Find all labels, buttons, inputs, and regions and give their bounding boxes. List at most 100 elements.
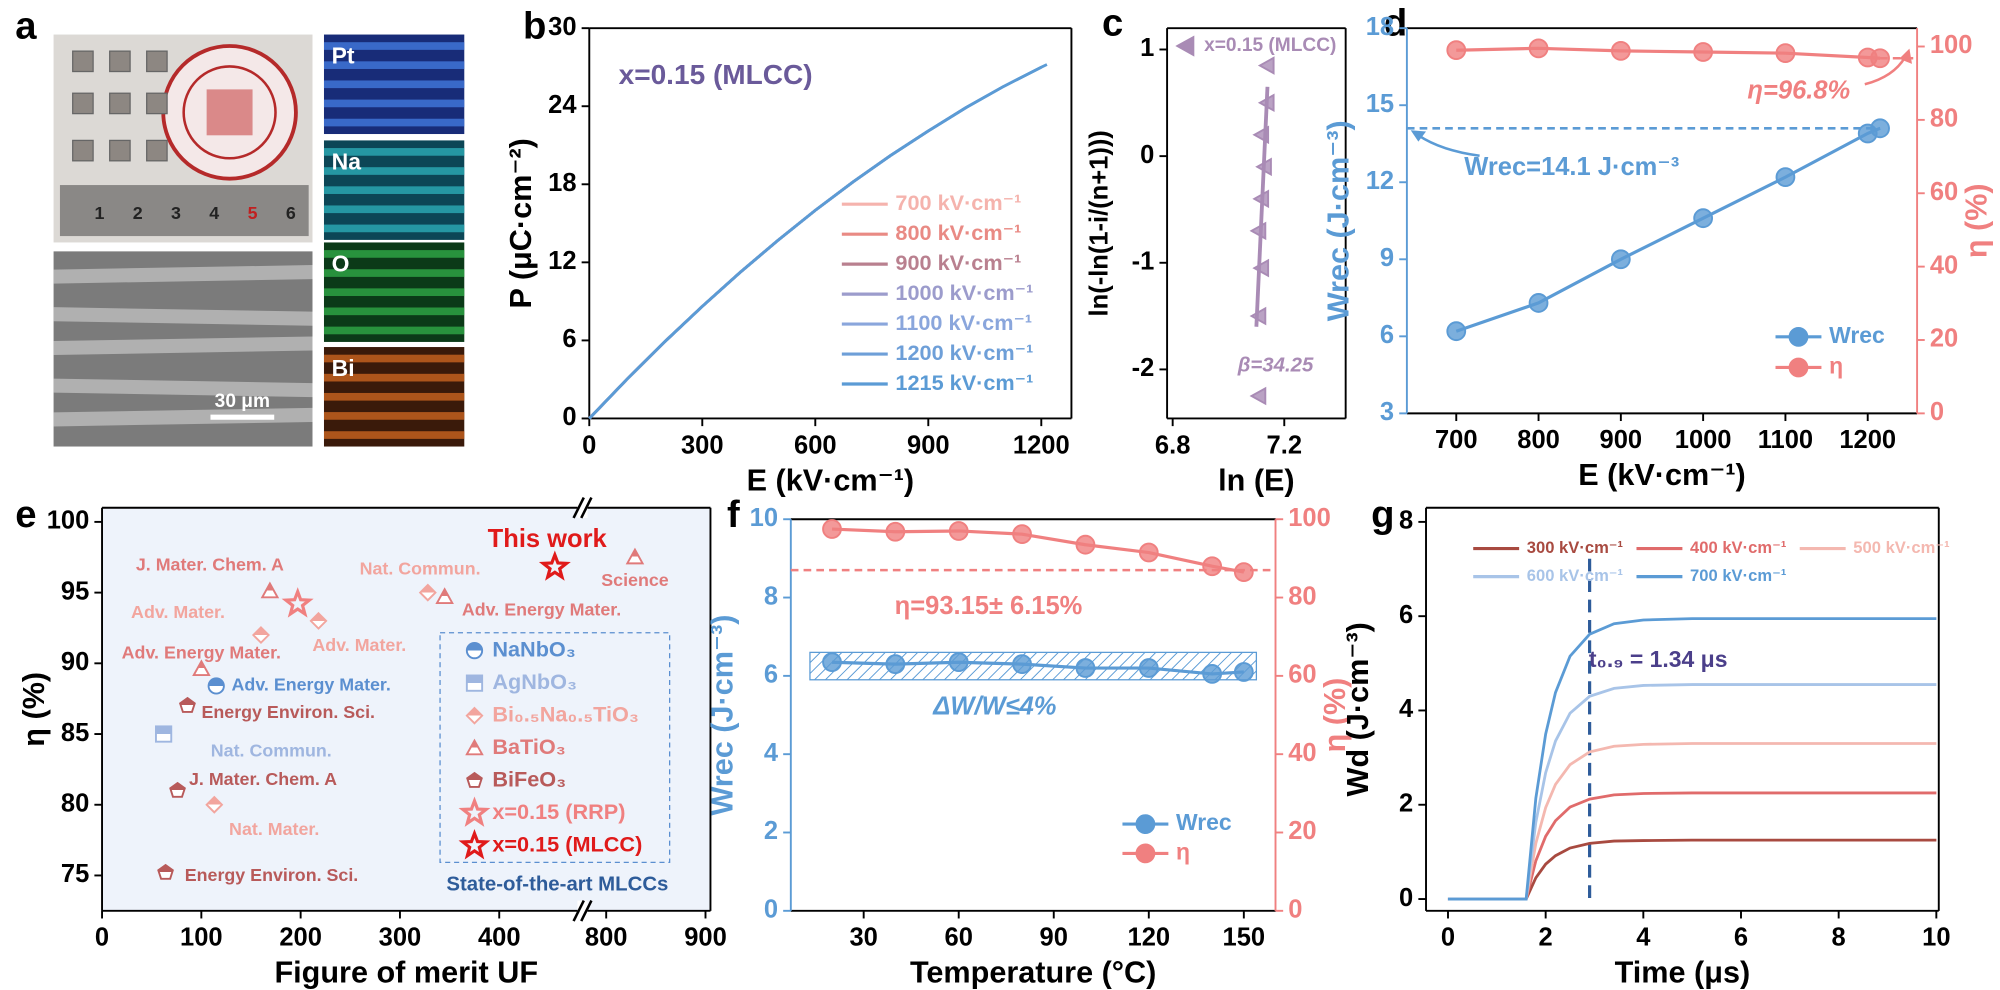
marker — [1788, 326, 1809, 347]
eds-stripe — [323, 354, 465, 363]
marker — [1202, 556, 1223, 577]
series-line — [831, 527, 1245, 574]
marker — [822, 652, 842, 673]
x-tick-label: 60 — [945, 924, 973, 952]
x-tick-label: 150 — [1223, 924, 1266, 952]
y-tick-label: 6 — [1380, 321, 1394, 349]
legend-label: 600 kV·cm⁻¹ — [1527, 566, 1623, 585]
point-label: Adv. Energy Mater. — [462, 600, 621, 620]
eds-stripe — [323, 269, 465, 277]
ruler-mark: 5 — [248, 203, 258, 223]
y-tick-label: -2 — [1132, 354, 1155, 382]
eds-label: Bi — [332, 355, 355, 381]
y-tick-label: 4 — [1399, 695, 1414, 723]
annotation: t₀.₉ = 1.34 μs — [1589, 646, 1728, 672]
marker — [169, 781, 186, 798]
y-tick-label: 15 — [1366, 90, 1394, 118]
series-line — [588, 63, 1048, 420]
point-label: Science — [601, 570, 669, 590]
legend-label: 700 kV·cm⁻¹ — [895, 190, 1021, 215]
point-label: Nat. Mater. — [229, 819, 319, 839]
legend-label: η — [1176, 838, 1190, 864]
legend-label: 300 kV·cm⁻¹ — [1527, 538, 1623, 557]
y-tick-label: 85 — [61, 719, 89, 747]
x-tick-label: 800 — [1517, 426, 1560, 454]
series-line — [1447, 791, 1937, 901]
marker — [192, 659, 211, 677]
marker — [885, 654, 906, 675]
x-axis-label: E (kV·cm⁻¹) — [747, 463, 915, 497]
marker — [1255, 157, 1272, 177]
marker — [1138, 542, 1159, 563]
point-label: Adv. Mater. — [312, 635, 406, 655]
eds-stripe — [323, 99, 465, 108]
y-tick-label: 18 — [1366, 13, 1394, 41]
x-tick-label: 7.2 — [1267, 431, 1302, 459]
y-tick-label: 2 — [764, 817, 778, 845]
y-tick-label: 1 — [1140, 34, 1154, 62]
annotation: η=96.8% — [1747, 77, 1850, 105]
y2-tick-label: 60 — [1288, 661, 1316, 689]
chip — [109, 139, 131, 162]
x-tick-label: 300 — [379, 924, 422, 952]
marker — [885, 521, 906, 542]
y2-tick-label: 80 — [1288, 582, 1316, 610]
marker — [1446, 321, 1467, 342]
marker — [466, 771, 483, 788]
marker — [1252, 189, 1270, 209]
series-line — [588, 154, 892, 420]
y-axis-label: Wrec (J·cm⁻³) — [706, 615, 740, 816]
x-tick-label: 200 — [279, 924, 322, 952]
panel-letter: c — [1102, 2, 1123, 45]
eds-stripe — [323, 167, 465, 175]
annotation: η=93.15± 6.15% — [895, 592, 1083, 620]
annotation: ΔW/W≤4% — [932, 693, 1056, 721]
chip — [146, 139, 168, 162]
marker — [1252, 125, 1270, 145]
y-tick-label: 0 — [562, 403, 576, 431]
series-line — [1447, 683, 1937, 901]
y-tick-label: 9 — [1380, 244, 1394, 272]
marker — [1775, 43, 1796, 63]
legend-label: 400 kV·cm⁻¹ — [1690, 538, 1786, 557]
y2-tick-label: 20 — [1930, 325, 1958, 353]
marker — [207, 677, 225, 695]
point-label: Nat. Commun. — [211, 741, 332, 761]
y2-tick-label: 60 — [1930, 178, 1958, 206]
x-tick-label: 120 — [1128, 924, 1171, 952]
photo — [53, 34, 313, 243]
legend-label: x=0.15 (MLCC) — [1204, 35, 1336, 56]
legend-label: BiFeO₃ — [492, 766, 566, 791]
x-tick-label: 6 — [1734, 924, 1748, 952]
x-tick-label: 1100 — [1758, 426, 1813, 454]
annotation-arrow — [1417, 134, 1480, 157]
y-tick-label: 8 — [1399, 507, 1413, 535]
y-tick-label: 0 — [1140, 141, 1154, 169]
legend-label: 1215 kV·cm⁻¹ — [895, 370, 1033, 395]
legend-box — [439, 632, 671, 863]
x-tick-label: 1000 — [1675, 426, 1732, 454]
chip — [146, 92, 168, 115]
axis-break-gap — [577, 900, 588, 922]
marker — [1233, 562, 1254, 582]
point-label: J. Mater. Chem. A — [189, 769, 337, 789]
series-line — [588, 129, 930, 420]
legend-label: x=0.15 (RRP) — [492, 799, 625, 824]
y-tick-label: 90 — [61, 648, 89, 676]
x-axis-label: ln (E) — [1218, 463, 1295, 497]
panel-letter: a — [15, 4, 37, 47]
y2-axis-label: η (%) — [1318, 678, 1352, 753]
point-label: Energy Environ. Sci. — [201, 702, 375, 722]
x-tick-label: 300 — [681, 431, 724, 459]
marker — [465, 738, 484, 756]
marker — [1233, 662, 1254, 682]
marker — [1012, 524, 1032, 544]
y2-tick-label: 100 — [1288, 504, 1331, 532]
scale-bar-label: 30 μm — [215, 391, 270, 412]
marker — [1610, 249, 1631, 270]
y-tick-label: 30 — [548, 13, 576, 41]
legend-label: 800 kV·cm⁻¹ — [895, 220, 1021, 245]
series-line — [1447, 617, 1937, 901]
x-tick-label: 700 — [1435, 426, 1478, 454]
x-tick-label: 1200 — [1839, 426, 1896, 454]
